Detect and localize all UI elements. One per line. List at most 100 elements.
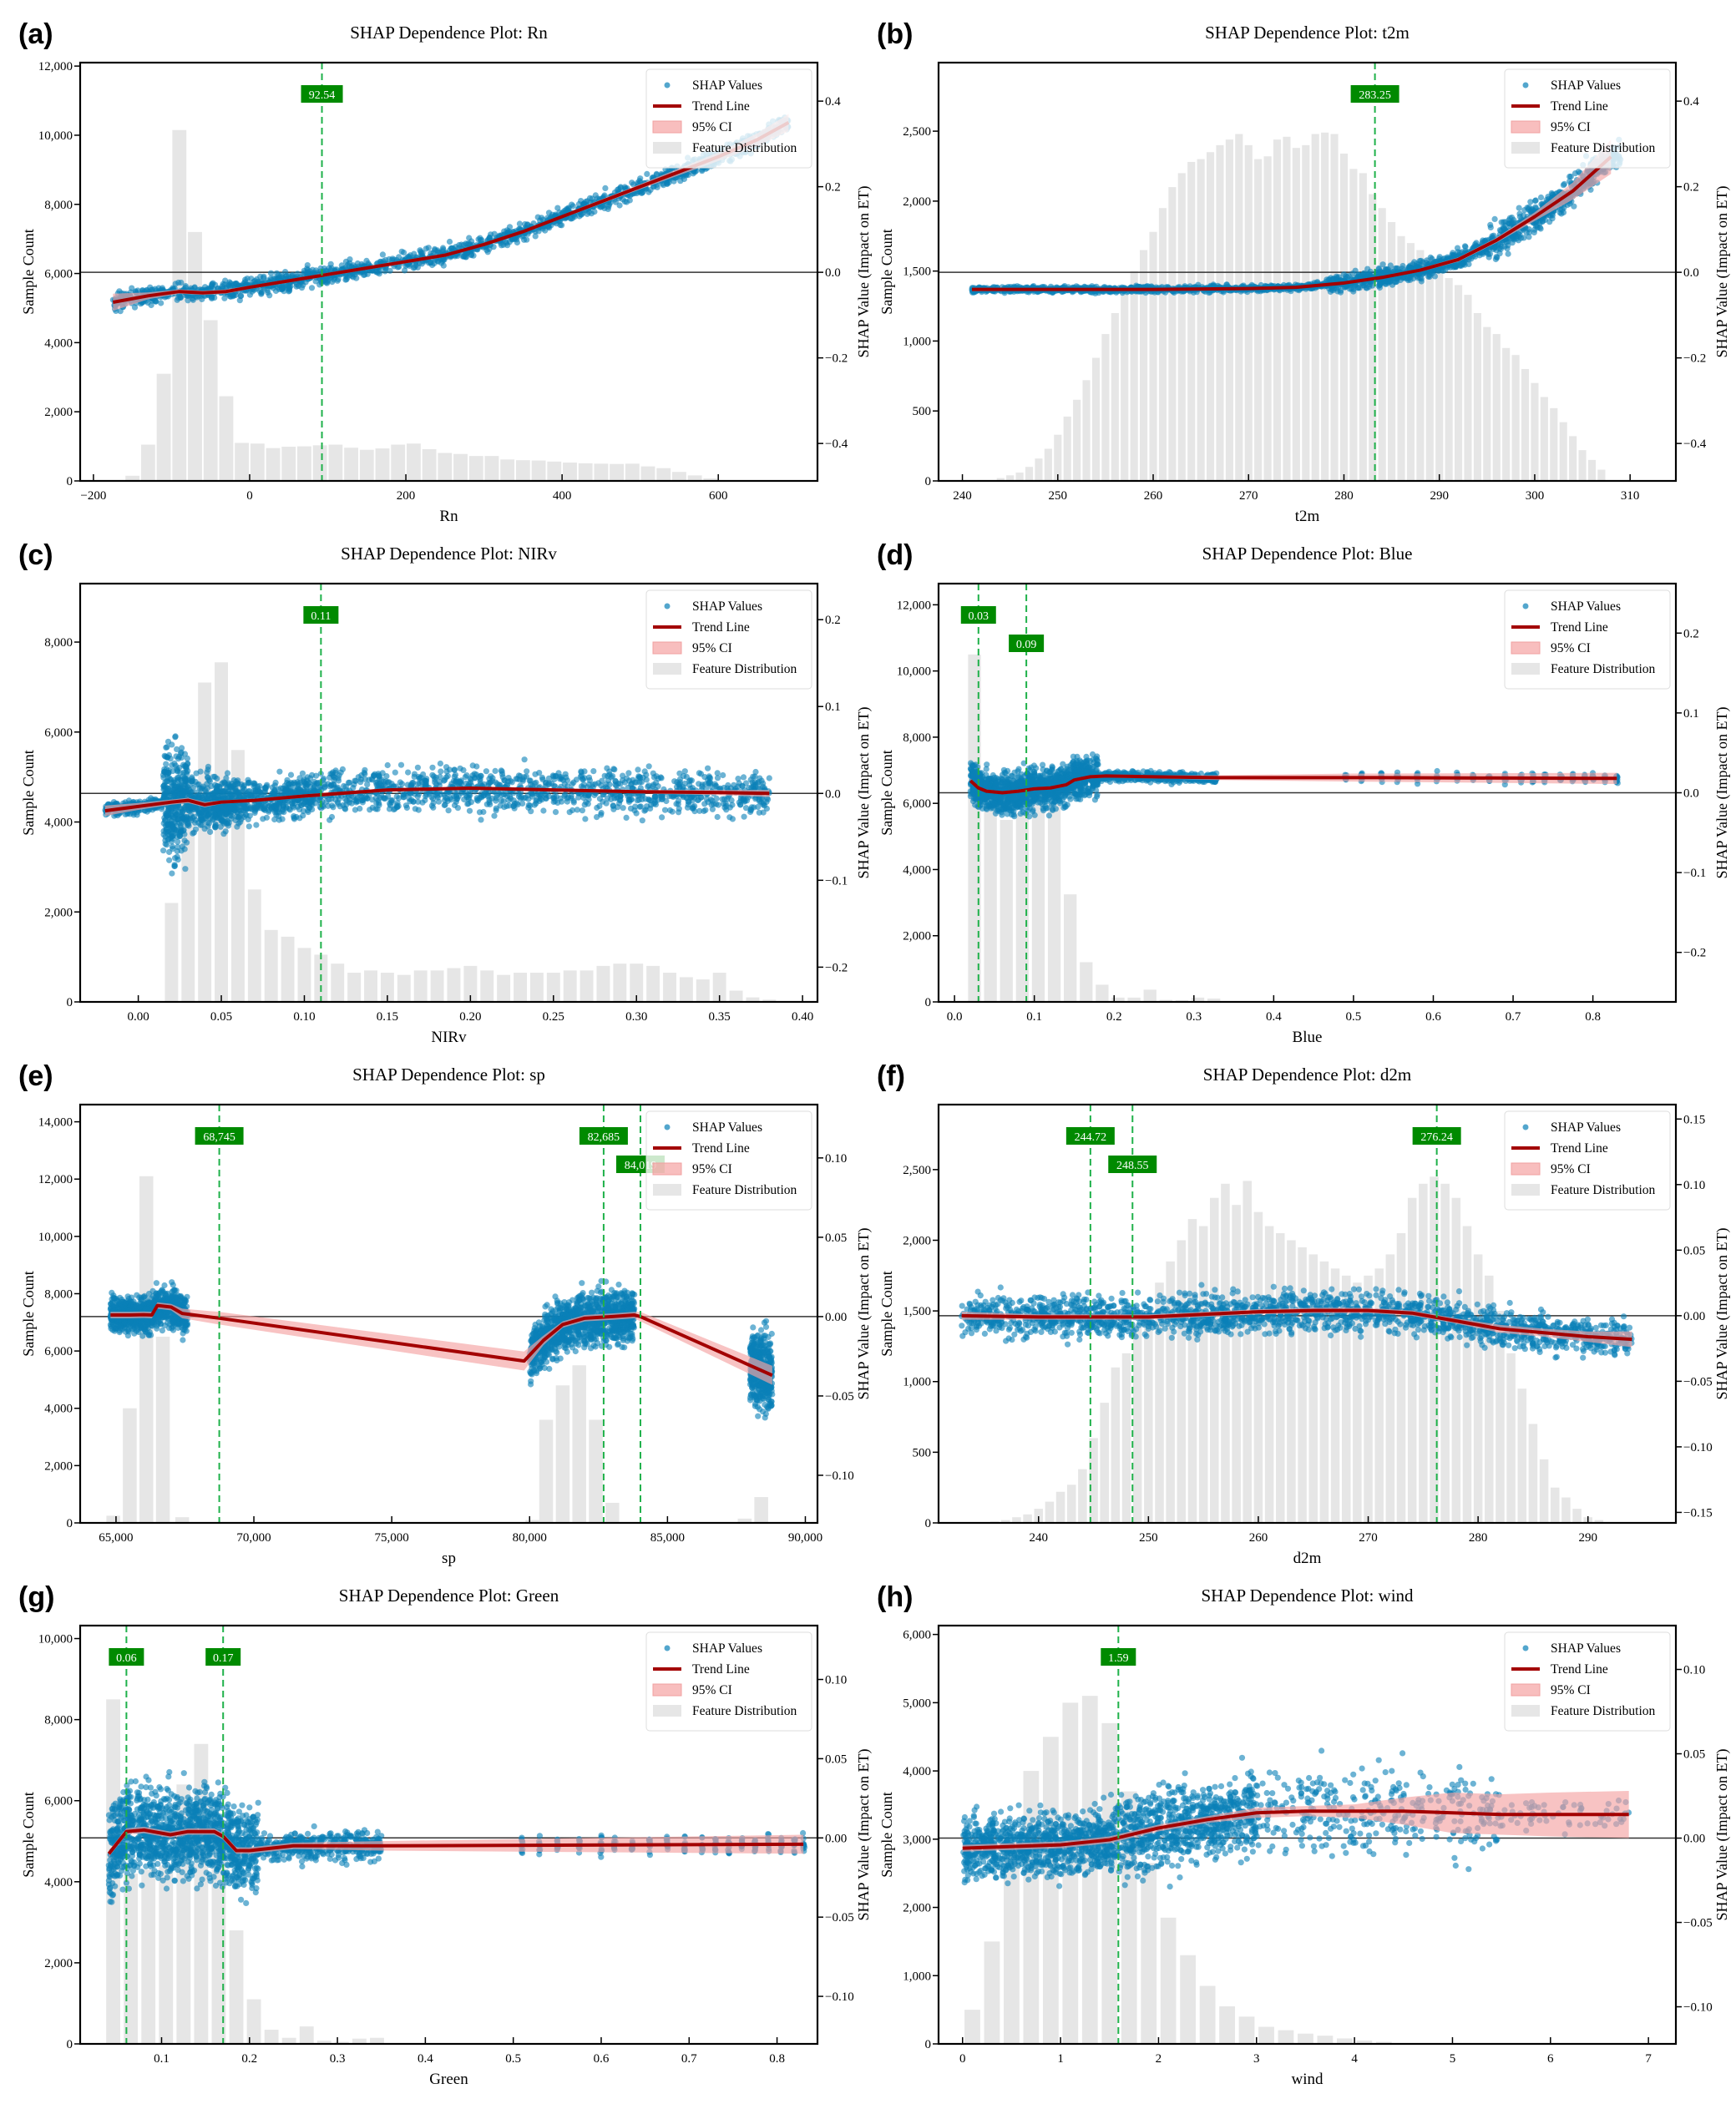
shap-point <box>304 262 311 269</box>
shap-point <box>230 783 237 790</box>
histogram-bar <box>687 475 702 481</box>
shap-point <box>1537 194 1545 201</box>
histogram-bar <box>140 444 155 481</box>
shap-point <box>188 789 195 796</box>
histogram-bar <box>580 970 594 1002</box>
histogram-bar <box>359 449 374 481</box>
shap-point <box>224 770 231 776</box>
y-left-tick-label: 2,500 <box>903 125 931 139</box>
histogram-bar <box>1121 291 1129 481</box>
shap-point <box>484 249 491 255</box>
shap-point <box>220 818 226 825</box>
histogram-bar <box>1311 134 1319 481</box>
feature-distribution-histogram <box>996 132 1606 481</box>
shap-point <box>178 828 185 835</box>
shap-point <box>539 225 546 232</box>
histogram-bar <box>331 963 345 1002</box>
legend-trend-line: Trend Line <box>692 99 750 114</box>
histogram-bar <box>219 396 234 481</box>
histogram-bar <box>610 463 625 481</box>
x-tick-label: 310 <box>1621 489 1640 503</box>
histogram-bar <box>1244 144 1253 481</box>
histogram-bar <box>1483 326 1491 481</box>
shap-point <box>179 745 185 751</box>
shap-point <box>511 235 519 242</box>
shap-point <box>159 771 167 778</box>
shap-point <box>219 283 225 290</box>
shap-point <box>173 753 180 760</box>
shap-point <box>218 812 225 819</box>
y-right-tick-label: 0.2 <box>825 181 841 195</box>
histogram-bar <box>430 970 444 1002</box>
histogram-bar <box>1254 159 1263 481</box>
shap-point <box>1462 244 1469 250</box>
shap-point <box>225 780 232 786</box>
shap-point <box>653 170 660 177</box>
shap-point <box>175 811 181 817</box>
shap-point <box>1500 219 1507 225</box>
shap-point <box>174 847 180 855</box>
shap-point <box>184 839 190 846</box>
histogram-bar <box>250 443 265 481</box>
histogram-bar <box>1158 208 1167 481</box>
histogram-bar <box>1063 416 1071 481</box>
shap-point <box>1485 250 1491 257</box>
x-tick-label: 200 <box>397 489 416 503</box>
shap-point <box>174 296 180 303</box>
shap-point <box>1001 290 1008 296</box>
shap-point <box>166 848 173 856</box>
shap-point <box>190 829 197 836</box>
histogram-bar <box>515 460 530 481</box>
histogram-bar <box>1187 161 1196 481</box>
shap-point <box>172 855 179 862</box>
legend-marker-ci <box>1511 120 1541 134</box>
shap-point <box>203 789 210 796</box>
shap-point <box>1532 205 1540 212</box>
histogram-bar <box>1511 355 1520 481</box>
shap-point <box>1516 205 1522 211</box>
histogram-bar <box>1149 231 1157 481</box>
legend-feature-distribution: Feature Distribution <box>692 141 797 155</box>
histogram-bar <box>514 972 527 1002</box>
shap-point <box>671 178 677 185</box>
shap-point <box>221 295 228 301</box>
histogram-bar <box>281 936 295 1002</box>
histogram-bar <box>125 475 140 481</box>
legend-shap-values: SHAP Values <box>1551 78 1621 93</box>
histogram-bar <box>1445 278 1453 481</box>
histogram-bar <box>1321 132 1329 481</box>
panel-label: (b) <box>877 18 913 50</box>
y-left-axis-label: Sample Count <box>20 229 37 315</box>
legend-marker-ci <box>652 120 682 134</box>
histogram-bar <box>480 970 494 1002</box>
shap-point <box>569 201 575 208</box>
shap-point <box>166 857 173 863</box>
shap-point <box>199 296 205 302</box>
shap-point <box>161 793 168 800</box>
shap-point <box>432 247 438 254</box>
shap-point <box>168 821 175 828</box>
shap-point <box>1379 261 1386 268</box>
shap-point <box>1511 217 1517 224</box>
shap-point <box>134 809 140 816</box>
histogram-bar <box>1397 235 1405 481</box>
histogram-bar <box>563 970 577 1002</box>
histogram-bar <box>1177 173 1186 481</box>
histogram-bar <box>188 231 202 481</box>
histogram-bar <box>746 997 760 1002</box>
histogram-bar <box>364 970 377 1002</box>
shap-point <box>148 286 154 293</box>
shap-point <box>621 184 628 190</box>
shap-point <box>184 755 190 762</box>
histogram-bar <box>1330 134 1339 481</box>
histogram-bar <box>453 453 468 481</box>
legend-feature-distribution: Feature Distribution <box>1551 141 1656 155</box>
shap-point <box>299 770 306 776</box>
shap-point <box>1407 274 1414 281</box>
shap-point <box>1379 270 1386 276</box>
shap-point <box>174 746 180 753</box>
x-tick-label: 260 <box>1144 489 1163 503</box>
shap-point <box>1345 272 1352 280</box>
shap-point <box>185 822 192 829</box>
